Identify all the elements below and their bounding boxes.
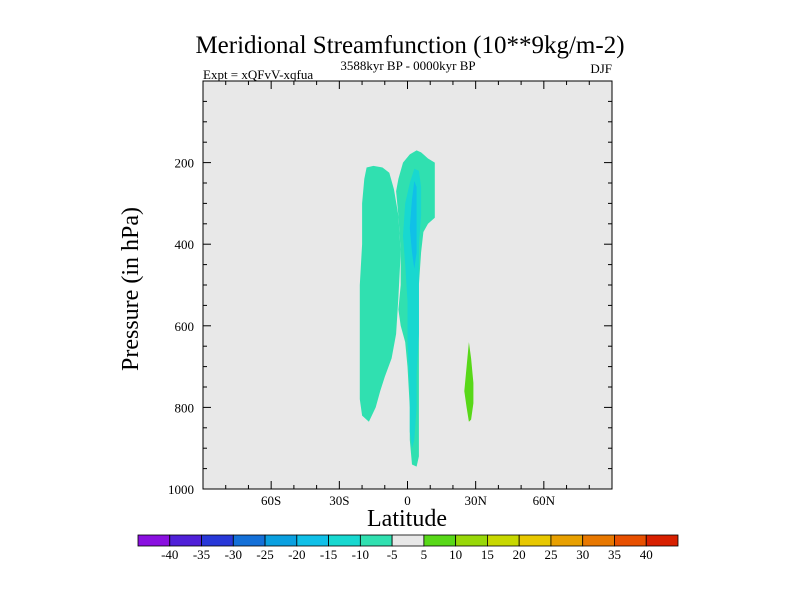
- colorbar-box: [582, 534, 615, 547]
- colorbar-labels: -40 -35 -30 -25 -20 -15 -10 -5 5 10 15 20 25 30 35 40: [161, 547, 653, 562]
- x-tick-label: 30S: [329, 493, 349, 508]
- y-tick-label: 1000: [168, 482, 194, 497]
- x-tick-label: 30N: [464, 493, 487, 508]
- colorbar-label: -25: [256, 547, 273, 562]
- colorbar-box: [296, 534, 329, 547]
- colorbar-label: -10: [352, 547, 369, 562]
- colorbar-label: -30: [225, 547, 242, 562]
- colorbar-label: 10: [449, 547, 462, 562]
- colorbar-label: -35: [193, 547, 210, 562]
- colorbar-label: -40: [161, 547, 178, 562]
- colorbar-label: 40: [640, 547, 653, 562]
- colorbar: [137, 534, 679, 547]
- colorbar-box: [201, 534, 234, 547]
- contour-region-negative-inner-core: [409, 181, 417, 269]
- x-axis-label: Latitude: [367, 506, 447, 532]
- colorbar-box: [232, 534, 266, 547]
- colorbar-box: [550, 534, 584, 547]
- colorbar-label: -5: [387, 547, 398, 562]
- y-tick-label: 200: [175, 156, 195, 171]
- colorbar-box: [169, 534, 202, 547]
- colorbar-label: 30: [576, 547, 589, 562]
- x-tick-label: 0: [404, 493, 411, 508]
- axis-ticks: [202, 80, 613, 490]
- colorbar-label: 5: [421, 547, 428, 562]
- colorbar-label: 35: [608, 547, 621, 562]
- colorbar-box: [359, 534, 393, 547]
- y-tick-label: 800: [175, 400, 195, 415]
- contour-region-positive-30N-cell: [464, 342, 474, 422]
- colorbar-box: [487, 534, 520, 547]
- colorbar-box: [264, 534, 298, 547]
- y-tick-label: 600: [175, 319, 195, 334]
- x-tick-labels: 60S 30S 0 30N 60N: [261, 493, 556, 508]
- subtitle-left: Expt = xQFvV-xqfua: [203, 67, 313, 82]
- subtitle-center: 3588kyr BP - 0000kyr BP: [340, 58, 475, 73]
- contour-region-negative-west-cell: [359, 165, 401, 422]
- x-tick-label: 60N: [533, 493, 556, 508]
- colorbar-box: [137, 534, 171, 547]
- y-tick-label: 400: [175, 237, 195, 252]
- colorbar-label: 15: [481, 547, 494, 562]
- colorbar-box: [614, 534, 647, 547]
- colorbar-box: [391, 534, 425, 547]
- colorbar-label: 20: [513, 547, 526, 562]
- y-tick-labels: 200 400 600 800 1000: [168, 156, 194, 497]
- colorbar-label: -20: [288, 547, 305, 562]
- colorbar-box: [645, 534, 679, 547]
- subtitle-right: DJF: [590, 61, 612, 76]
- y-axis-label: Pressure (in hPa): [118, 207, 144, 371]
- x-tick-label: 60S: [261, 493, 281, 508]
- chart-title: Meridional Streamfunction (10**9kg/m-2): [195, 32, 624, 59]
- colorbar-box: [518, 534, 552, 547]
- contour-regions: [359, 150, 474, 467]
- colorbar-label: -15: [320, 547, 337, 562]
- colorbar-box: [455, 534, 488, 547]
- colorbar-box: [328, 534, 361, 547]
- colorbar-label: 25: [544, 547, 557, 562]
- colorbar-box: [423, 534, 457, 547]
